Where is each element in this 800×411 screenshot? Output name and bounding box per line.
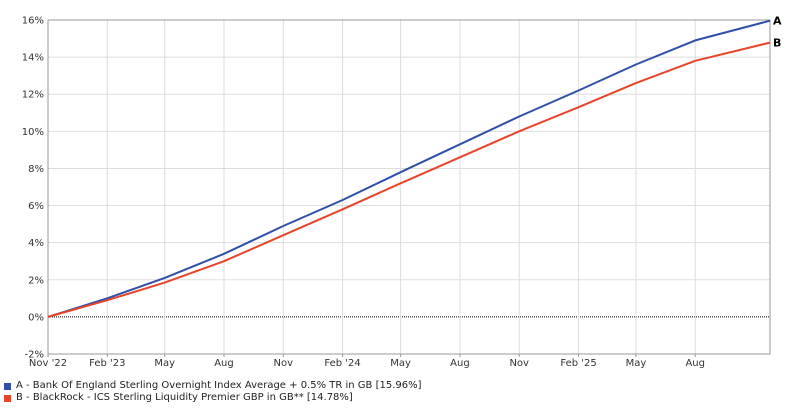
series-end-label-a: A — [773, 15, 782, 28]
legend: A - Bank Of England Sterling Overnight I… — [4, 380, 422, 404]
y-tick-label: 4% — [28, 238, 44, 249]
x-tick-label: Feb '23 — [89, 358, 125, 369]
y-tick-label: -2% — [25, 350, 44, 361]
x-tick-label: May — [626, 358, 647, 369]
plot-frame — [47, 19, 771, 355]
y-tick-label: 8% — [28, 164, 44, 175]
x-tick-label: Feb '24 — [324, 358, 360, 369]
x-tick-label: Aug — [450, 358, 470, 369]
y-tick-label: 14% — [22, 53, 44, 64]
y-tick-label: 10% — [22, 127, 44, 138]
legend-label-b: B - BlackRock - ICS Sterling Liquidity P… — [16, 392, 353, 403]
x-tick-label: Nov '22 — [29, 358, 67, 369]
x-tick-label: May — [390, 358, 411, 369]
x-tick-label: Feb '25 — [560, 358, 596, 369]
series-lines — [47, 19, 771, 318]
series-end-label-b: B — [773, 37, 781, 50]
axes: -2% 0% 2% 4% 6% 8% 10% 12% 14% 16% Nov '22 Feb '23 M… — [22, 16, 771, 369]
series-line-b — [47, 41, 771, 318]
y-tick-label: 0% — [28, 312, 44, 323]
legend-item-b[interactable]: B - BlackRock - ICS Sterling Liquidity P… — [4, 392, 422, 404]
y-tick-label: 2% — [28, 275, 44, 286]
x-tick-label: May — [154, 358, 175, 369]
line-chart: -2% 0% 2% 4% 6% 8% 10% 12% 14% 16% Nov '22 Feb '23 M… — [22, 15, 782, 369]
legend-swatch-b — [4, 394, 11, 402]
legend-label-a: A - Bank Of England Sterling Overnight I… — [16, 380, 422, 391]
y-tick-label: 16% — [22, 16, 44, 27]
x-tick-label: Nov — [509, 358, 529, 369]
legend-item-a[interactable]: A - Bank Of England Sterling Overnight I… — [4, 380, 422, 392]
grid — [47, 19, 770, 355]
series-line-a — [47, 19, 771, 318]
y-tick-label: 6% — [28, 201, 44, 212]
legend-swatch-a — [4, 382, 11, 390]
x-tick-label: Aug — [685, 358, 705, 369]
end-labels: AB — [773, 15, 782, 50]
x-tick-label: Aug — [214, 358, 234, 369]
y-tick-label: 12% — [22, 90, 44, 101]
x-tick-label: Nov — [274, 358, 294, 369]
